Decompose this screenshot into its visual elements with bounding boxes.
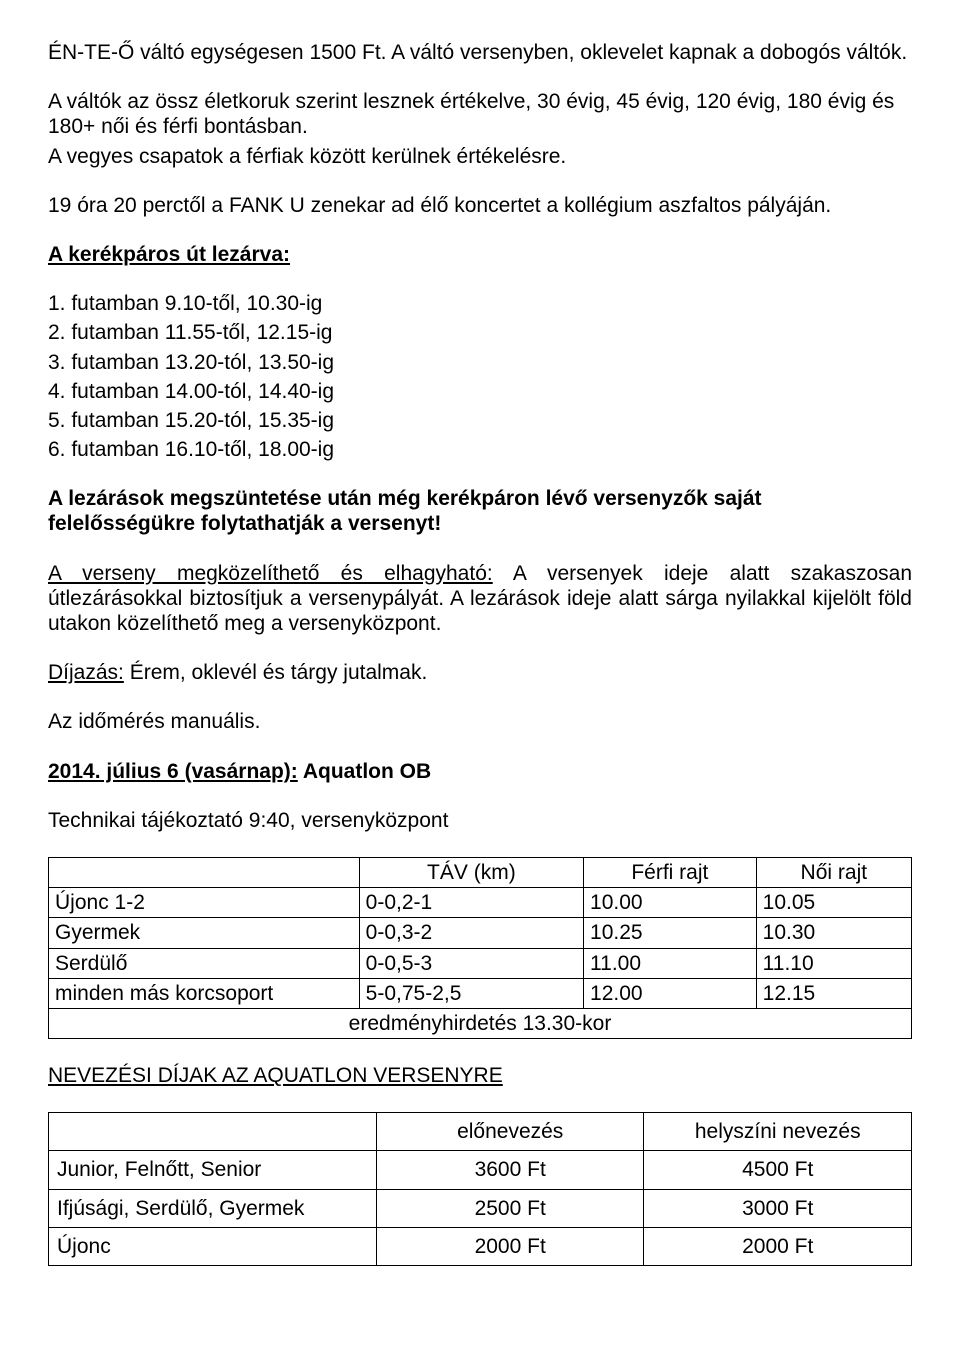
- table-row: minden más korcsoport 5-0,75-2,5 12.00 1…: [49, 978, 912, 1008]
- access-paragraph: A verseny megközelíthető és elhagyható: …: [48, 561, 912, 637]
- table-footer-row: eredményhirdetés 13.30-kor: [49, 1008, 912, 1038]
- intro-paragraph-2: A váltók az össz életkoruk szerint leszn…: [48, 89, 912, 139]
- cell-category: Újonc 1-2: [49, 888, 360, 918]
- table-header-row: előnevezés helyszíni nevezés: [49, 1113, 912, 1151]
- fees-table: előnevezés helyszíni nevezés Junior, Fel…: [48, 1112, 912, 1266]
- closure-item: 1. futamban 9.10-től, 10.30-ig: [48, 291, 912, 316]
- closure-item: 2. futamban 11.55-től, 12.15-ig: [48, 320, 912, 345]
- cell-distance: 0-0,2-1: [359, 888, 583, 918]
- header-distance: TÁV (km): [359, 857, 583, 887]
- table-row: Újonc 1-2 0-0,2-1 10.00 10.05: [49, 888, 912, 918]
- table-row: Serdülő 0-0,5-3 11.00 11.10: [49, 948, 912, 978]
- cell-distance: 0-0,5-3: [359, 948, 583, 978]
- cell-category: minden más korcsoport: [49, 978, 360, 1008]
- closure-warning: A lezárások megszüntetése után még kerék…: [48, 486, 912, 536]
- cell-onsite: 2000 Ft: [644, 1227, 912, 1265]
- cell-preentry: 2000 Ft: [376, 1227, 644, 1265]
- cell-onsite: 4500 Ft: [644, 1151, 912, 1189]
- date-heading-underline: 2014. július 6 (vasárnap):: [48, 760, 298, 783]
- header-onsite: helyszíni nevezés: [644, 1113, 912, 1151]
- prize-text: Érem, oklevél és tárgy jutalmak.: [124, 661, 427, 684]
- prize-lead: Díjazás:: [48, 661, 124, 684]
- cell-category: Serdülő: [49, 948, 360, 978]
- cell-female: 10.30: [756, 918, 911, 948]
- cell-male: 11.00: [584, 948, 757, 978]
- closure-list: 1. futamban 9.10-től, 10.30-ig 2. futamb…: [48, 291, 912, 462]
- cell-category: Junior, Felnőtt, Senior: [49, 1151, 377, 1189]
- cell-category: Gyermek: [49, 918, 360, 948]
- timing-paragraph: Az időmérés manuális.: [48, 709, 912, 734]
- header-female-start: Női rajt: [756, 857, 911, 887]
- closure-heading: A kerékpáros út lezárva:: [48, 242, 912, 267]
- intro-paragraph-1: ÉN-TE-Ő váltó egységesen 1500 Ft. A vált…: [48, 40, 912, 65]
- header-empty: [49, 1113, 377, 1151]
- closure-item: 5. futamban 15.20-tól, 15.35-ig: [48, 408, 912, 433]
- cell-distance: 0-0,3-2: [359, 918, 583, 948]
- header-preentry: előnevezés: [376, 1113, 644, 1151]
- cell-female: 10.05: [756, 888, 911, 918]
- closure-item: 3. futamban 13.20-tól, 13.50-ig: [48, 350, 912, 375]
- table-row: Ifjúsági, Serdülő, Gyermek 2500 Ft 3000 …: [49, 1189, 912, 1227]
- access-lead: A verseny megközelíthető és elhagyható:: [48, 562, 493, 585]
- cell-distance: 5-0,75-2,5: [359, 978, 583, 1008]
- results-announcement: eredményhirdetés 13.30-kor: [49, 1008, 912, 1038]
- cell-male: 12.00: [584, 978, 757, 1008]
- cell-preentry: 2500 Ft: [376, 1189, 644, 1227]
- closure-item: 6. futamban 16.10-től, 18.00-ig: [48, 437, 912, 462]
- closure-item: 4. futamban 14.00-tól, 14.40-ig: [48, 379, 912, 404]
- cell-male: 10.25: [584, 918, 757, 948]
- cell-male: 10.00: [584, 888, 757, 918]
- cell-category: Ifjúsági, Serdülő, Gyermek: [49, 1189, 377, 1227]
- schedule-table: TÁV (km) Férfi rajt Női rajt Újonc 1-2 0…: [48, 857, 912, 1039]
- prize-paragraph: Díjazás: Érem, oklevél és tárgy jutalmak…: [48, 660, 912, 685]
- date-heading: 2014. július 6 (vasárnap): Aquatlon OB: [48, 759, 912, 784]
- intro-paragraph-3: A vegyes csapatok a férfiak között kerül…: [48, 144, 912, 169]
- concert-paragraph: 19 óra 20 perctől a FANK U zenekar ad él…: [48, 193, 912, 218]
- tech-briefing: Technikai tájékoztató 9:40, versenyközpo…: [48, 808, 912, 833]
- table-row: Gyermek 0-0,3-2 10.25 10.30: [49, 918, 912, 948]
- cell-category: Újonc: [49, 1227, 377, 1265]
- header-male-start: Férfi rajt: [584, 857, 757, 887]
- fees-heading: NEVEZÉSI DÍJAK AZ AQUATLON VERSENYRE: [48, 1063, 912, 1088]
- cell-female: 12.15: [756, 978, 911, 1008]
- table-row: Junior, Felnőtt, Senior 3600 Ft 4500 Ft: [49, 1151, 912, 1189]
- cell-preentry: 3600 Ft: [376, 1151, 644, 1189]
- header-empty: [49, 857, 360, 887]
- cell-onsite: 3000 Ft: [644, 1189, 912, 1227]
- table-row: Újonc 2000 Ft 2000 Ft: [49, 1227, 912, 1265]
- date-heading-rest: Aquatlon OB: [298, 760, 431, 783]
- table-header-row: TÁV (km) Férfi rajt Női rajt: [49, 857, 912, 887]
- cell-female: 11.10: [756, 948, 911, 978]
